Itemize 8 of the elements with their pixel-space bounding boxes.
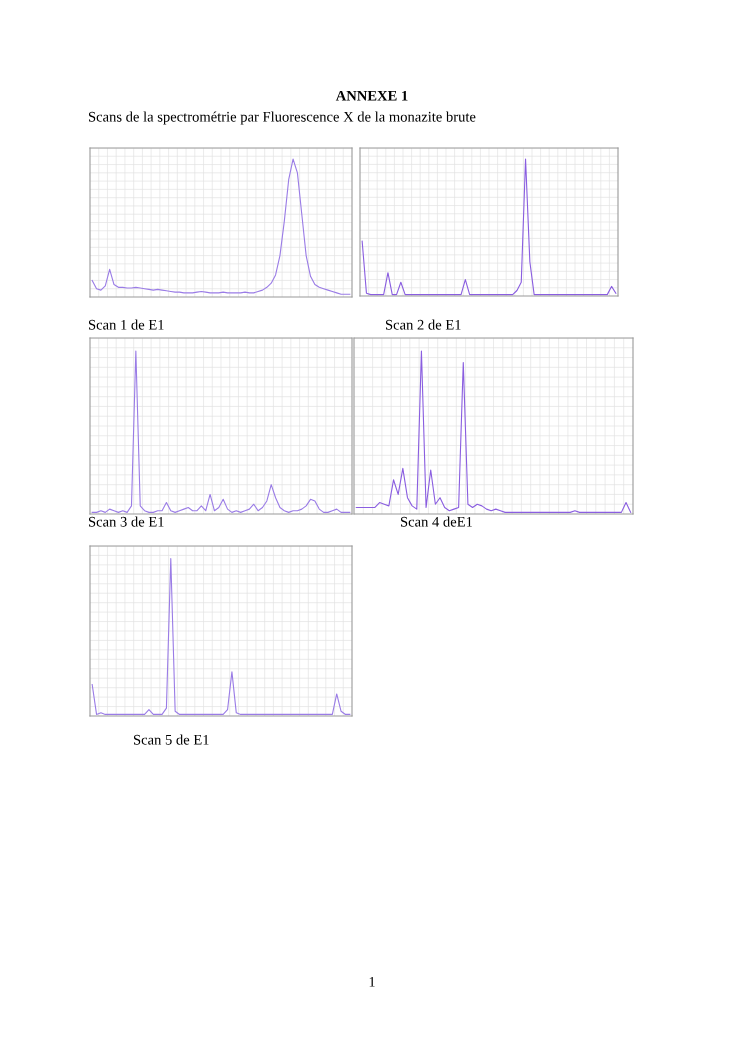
text: ANNEXE 1: [335, 90, 408, 101]
text: Scan 5 de E1: [133, 734, 209, 745]
text: Scan 2 de E1: [385, 319, 461, 330]
text: Scans de la spectrométrie par Fluorescence X de la monazite brute: [88, 111, 476, 125]
text: 1: [369, 976, 375, 987]
text: Scan 3 de E1: [88, 516, 164, 527]
text: Scan 1 de E1: [88, 319, 164, 330]
text: Scan 4 deE1: [400, 516, 473, 527]
